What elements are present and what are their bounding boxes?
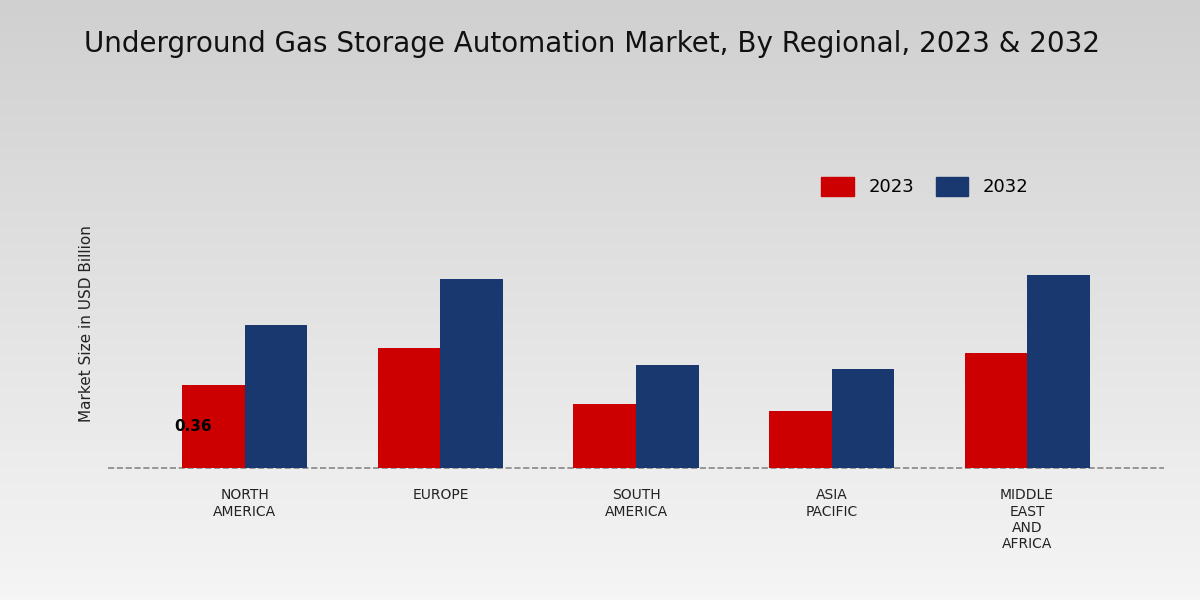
Bar	[965, 353, 1027, 469]
Bar	[182, 385, 245, 469]
Text: Underground Gas Storage Automation Market, By Regional, 2023 & 2032: Underground Gas Storage Automation Marke…	[84, 30, 1100, 58]
Text: 0.36: 0.36	[174, 419, 211, 434]
Bar	[440, 279, 503, 469]
Bar	[574, 404, 636, 469]
Bar	[378, 349, 440, 469]
Bar	[832, 369, 894, 469]
Legend: 2023, 2032: 2023, 2032	[821, 177, 1028, 196]
Bar	[1027, 275, 1090, 469]
Y-axis label: Market Size in USD Billion: Market Size in USD Billion	[79, 226, 94, 422]
Bar	[769, 411, 832, 469]
Bar	[636, 365, 698, 469]
Bar	[245, 325, 307, 469]
